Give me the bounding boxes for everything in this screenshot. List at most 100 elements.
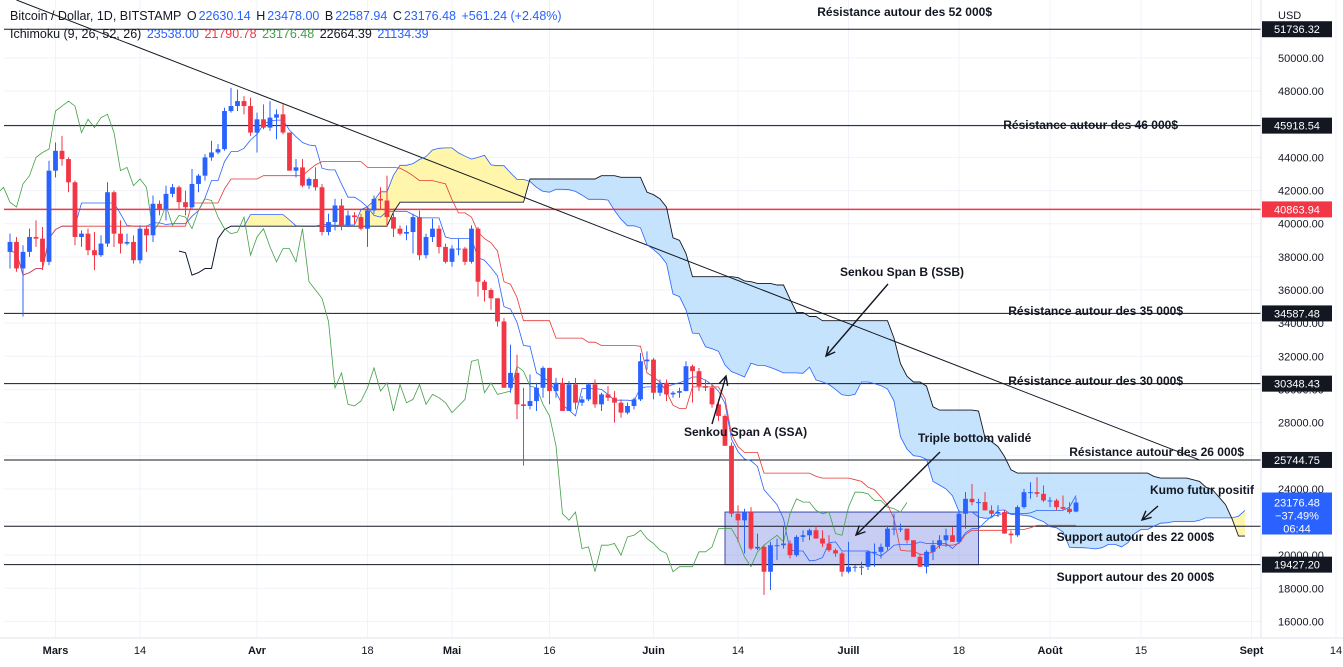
kumo-segment (575, 178, 582, 196)
triple-bottom-annotation: Triple bottom validé (918, 431, 1032, 445)
ssa-annotation: Senkou Span A (SSA) (684, 425, 807, 439)
ichimoku-legend[interactable]: Ichimoku (9, 26, 52, 26) 23538.00 21790.… (10, 27, 431, 41)
kumo-segment (1069, 473, 1076, 548)
kumo-segment (946, 410, 953, 496)
senkou-span-b-line (178, 175, 1245, 537)
kumo-segment (1134, 473, 1141, 534)
candles (7, 87, 1079, 595)
time-axis[interactable]: Mars 14 Avr 18 Mai 16 Juin 14 Juill 18 Août 15 Sept 1… (43, 645, 1342, 657)
candle-body (625, 406, 630, 413)
kumo-segment (660, 198, 667, 264)
candle-body (807, 530, 812, 536)
candle-body (306, 178, 312, 186)
annotations: Résistance autour des 52 000$ Résistance … (684, 5, 1255, 584)
candle-body (92, 250, 97, 256)
candle-body (956, 513, 962, 542)
candle-body (150, 203, 156, 236)
price-tick-label: 48000.00 (1278, 86, 1324, 98)
time-tick-label: Juill (837, 645, 859, 657)
candle-body (1060, 507, 1066, 509)
current-price-text: 23176.48 (1274, 498, 1320, 510)
candle-body (1008, 533, 1014, 536)
time-tick-label: 16 (543, 645, 555, 657)
price-tick-label: 50000.00 (1278, 53, 1324, 65)
currency-label: USD (1278, 10, 1301, 22)
kumo-segment (978, 410, 985, 519)
candle-body (196, 175, 201, 184)
consolidation-range-box (724, 511, 979, 566)
price-axis[interactable]: 16000.0018000.0020000.0022000.0024000.00… (1278, 53, 1324, 628)
candle-body (449, 248, 455, 262)
kumo-segment (985, 437, 992, 519)
candle-body (85, 233, 91, 251)
kumo-segment (452, 147, 459, 203)
candle-body (839, 553, 845, 572)
candle-body (274, 114, 279, 118)
kumo-segment (907, 376, 914, 456)
candle-body (157, 203, 162, 209)
candle-body (690, 366, 695, 372)
candle-body (761, 546, 767, 572)
symbol-legend[interactable]: Bitcoin / Dollar, 1D, BITSTAMP O 22630.14… (10, 9, 564, 23)
price-tick-label: 38000.00 (1278, 252, 1324, 264)
kumo-segment (432, 148, 439, 203)
kumo-segment (725, 276, 732, 372)
kumo-segment (868, 320, 875, 384)
kumo-segment (439, 147, 446, 203)
kumo-segment (556, 178, 563, 190)
kumo-arrow-head (1140, 510, 1152, 522)
candle-body (618, 402, 624, 413)
level-annotation: Support autour des 22 000$ (1057, 530, 1215, 544)
candle-body (579, 399, 585, 403)
price-tag-label: 45918.54 (1274, 121, 1320, 133)
price-tag-label: 30348.43 (1274, 379, 1320, 391)
candle-body (735, 513, 741, 521)
candle-body (391, 217, 396, 229)
candle-body (436, 228, 442, 247)
kumo-segment (1043, 473, 1050, 527)
price-tag-bg (1262, 117, 1332, 134)
kumo-segment (712, 276, 719, 352)
time-tick-label: Juin (642, 645, 665, 657)
candle-body (781, 543, 786, 546)
price-tick-label: 40000.00 (1278, 219, 1324, 231)
candle-body (586, 384, 591, 400)
candle-body (1002, 512, 1007, 534)
candle-body (358, 217, 364, 229)
candle-body (287, 132, 292, 171)
candle-body (332, 205, 338, 223)
candle-body (456, 248, 461, 250)
kumo-segment (738, 277, 745, 377)
candle-body (40, 238, 45, 262)
close-label: C (392, 9, 402, 23)
current-price-text: −37.49% (1275, 511, 1319, 523)
kumo-segment (959, 410, 966, 513)
kumo-segment (627, 177, 634, 226)
kumo-segment (731, 276, 738, 375)
candle-body (930, 545, 936, 552)
kumo-segment (257, 214, 264, 227)
ssa-arrow (711, 375, 727, 425)
candle-body (937, 540, 942, 546)
candle-body (482, 281, 487, 290)
kumo-segment (1115, 473, 1122, 547)
candle-body (716, 404, 721, 416)
candle-body (384, 200, 390, 218)
level-lines (4, 28, 1261, 566)
kumo-segment (1102, 473, 1109, 548)
candle-body (1041, 493, 1046, 501)
open-label: O (186, 9, 197, 23)
candle-body (365, 210, 370, 229)
kumo-segment (1128, 473, 1135, 543)
kumo-segment (497, 165, 504, 203)
price-tick-label: 28000.00 (1278, 418, 1324, 430)
kumo-segment (874, 320, 881, 386)
kumo-segment (588, 178, 595, 200)
kijun-value: 21790.78 (204, 27, 257, 41)
level-annotation: Résistance autour des 46 000$ (1003, 118, 1178, 132)
candle-body (670, 392, 676, 395)
candle-body (183, 202, 188, 208)
kumo-segment (393, 165, 400, 213)
candle-body (605, 394, 611, 398)
